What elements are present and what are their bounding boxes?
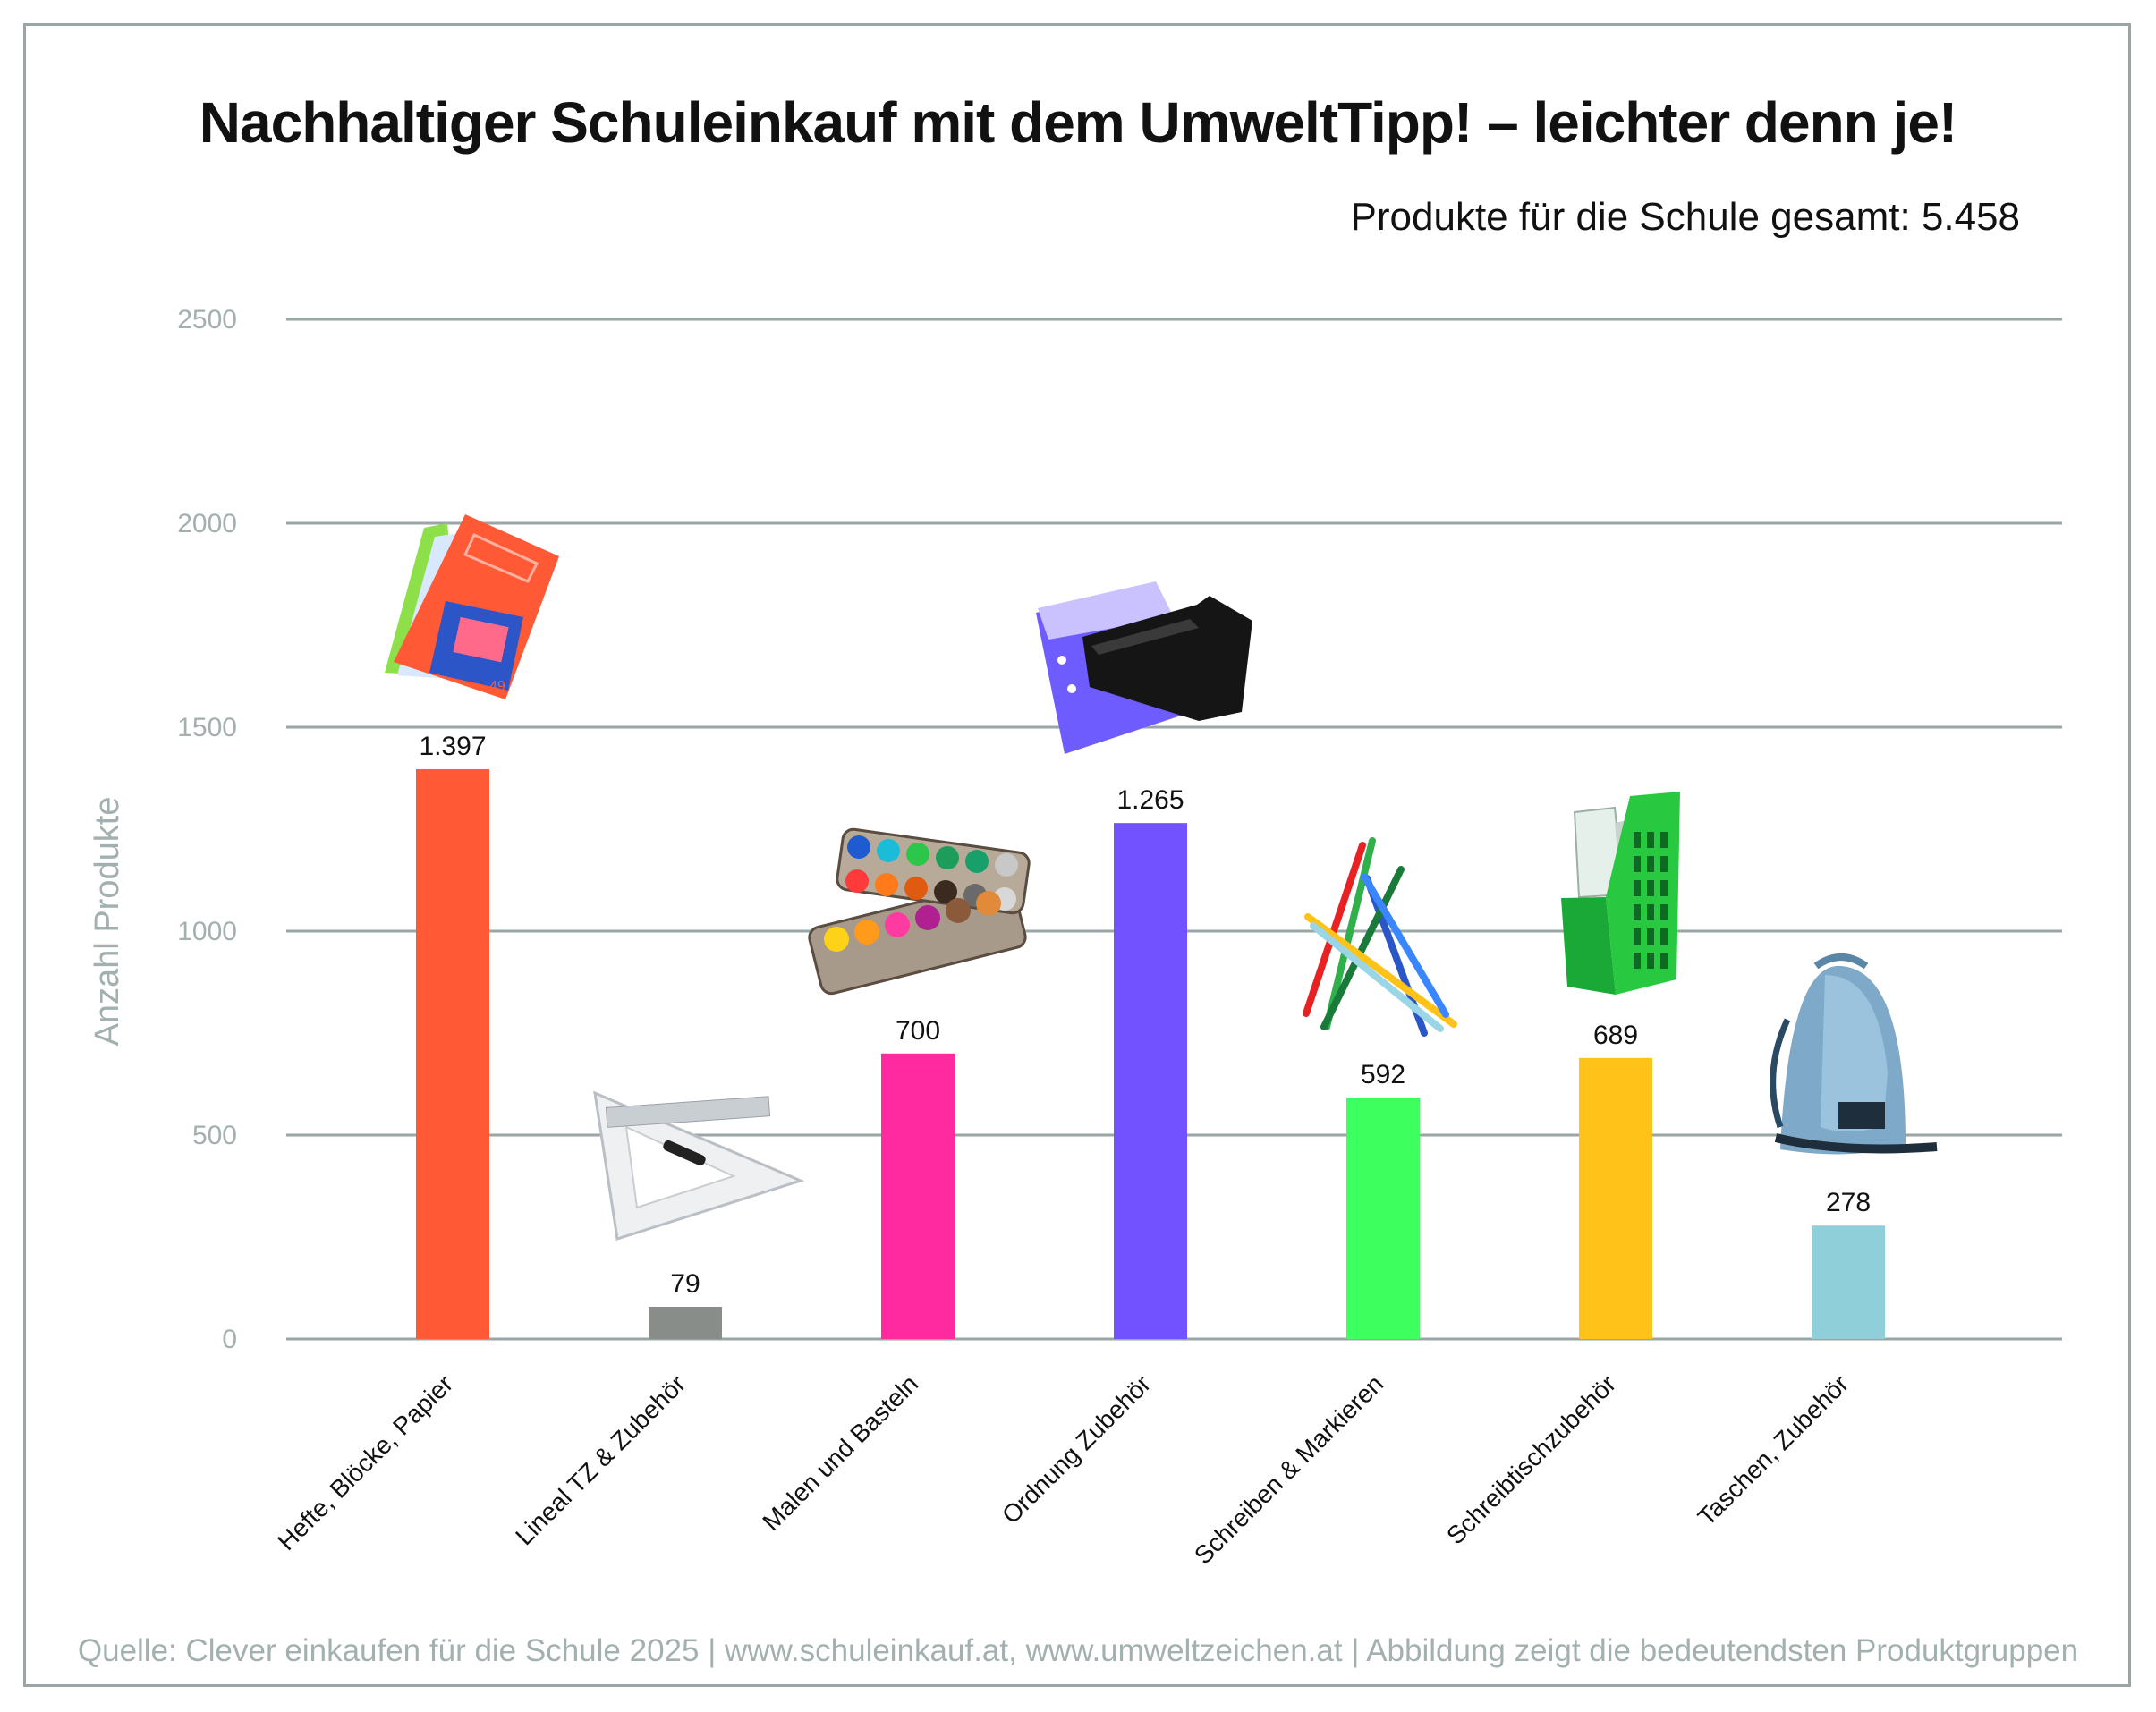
colored-pencils-icon	[1303, 837, 1457, 1037]
watercolor-palette-icon	[808, 827, 1031, 996]
bar	[649, 1306, 722, 1339]
notebooks-icon: 49	[385, 514, 559, 699]
data-label: 592	[1361, 1060, 1405, 1089]
backpack-icon	[1770, 953, 1938, 1155]
binder-folder-icon	[1036, 581, 1252, 754]
y-axis-ticks: 0 500 1000 1500 2000 2500	[177, 305, 237, 1354]
y-tick-label: 500	[192, 1121, 237, 1150]
y-axis-label: Anzahl Produkte	[89, 797, 126, 1047]
x-tick-label: Schreiben & Markieren	[1189, 1369, 1388, 1569]
data-label: 79	[670, 1269, 700, 1299]
bar	[1812, 1225, 1885, 1339]
data-label: 278	[1826, 1188, 1871, 1217]
data-label: 700	[896, 1016, 940, 1046]
bars	[416, 768, 1885, 1339]
bar	[1114, 823, 1187, 1339]
y-tick-label: 1500	[177, 713, 237, 742]
x-tick-label: Schreibtischzubehör	[1441, 1369, 1621, 1549]
y-tick-label: 2000	[177, 509, 237, 538]
chart-subtitle: Produkte für die Schule gesamt: 5.458	[1350, 195, 2020, 239]
source-note: Quelle: Clever einkaufen für die Schule …	[77, 1633, 2079, 1668]
magazine-holder-icon	[1561, 792, 1680, 995]
data-label: 1.397	[419, 732, 486, 761]
bar	[416, 768, 489, 1339]
bar	[881, 1053, 955, 1339]
bar	[1346, 1098, 1420, 1339]
x-tick-label: Malen und Basteln	[757, 1369, 923, 1536]
chart-title: Nachhaltiger Schuleinkauf mit dem Umwelt…	[199, 90, 1957, 155]
category-icons: 49	[385, 514, 1938, 1241]
x-tick-label: Taschen, Zubehör	[1693, 1369, 1854, 1530]
x-axis-labels: Hefte, Blöcke, Papier Lineal TZ & Zubehör…	[272, 1369, 1854, 1569]
data-label: 689	[1593, 1021, 1638, 1050]
x-tick-label: Hefte, Blöcke, Papier	[272, 1369, 458, 1555]
y-tick-label: 0	[222, 1325, 237, 1354]
ruler-triangle-icon	[593, 1090, 805, 1241]
y-tick-label: 1000	[177, 917, 237, 946]
x-tick-label: Ordnung Zubehör	[997, 1369, 1156, 1529]
svg-text:49: 49	[489, 679, 505, 694]
y-tick-label: 2500	[177, 305, 237, 335]
value-labels: 1.397 79 700 1.265 592 689 278	[419, 732, 1871, 1299]
data-label: 1.265	[1116, 785, 1184, 815]
x-tick-label: Lineal TZ & Zubehör	[510, 1369, 691, 1550]
chart-frame	[23, 23, 2131, 1687]
bar	[1579, 1057, 1652, 1339]
